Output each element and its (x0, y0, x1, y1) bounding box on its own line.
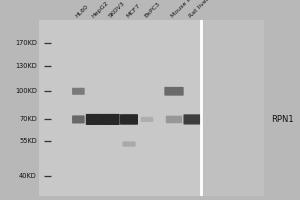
Text: Mouse liver: Mouse liver (170, 0, 200, 19)
Text: 130KD: 130KD (15, 63, 37, 69)
FancyBboxPatch shape (72, 115, 85, 123)
FancyBboxPatch shape (72, 88, 85, 95)
FancyBboxPatch shape (122, 141, 136, 147)
FancyBboxPatch shape (166, 116, 182, 123)
Text: 70KD: 70KD (19, 116, 37, 122)
Text: 170KD: 170KD (15, 40, 37, 46)
Text: Rat liver: Rat liver (188, 0, 211, 19)
Text: BxPC3: BxPC3 (143, 1, 161, 19)
Text: HepG2: HepG2 (91, 0, 110, 19)
FancyBboxPatch shape (184, 114, 200, 125)
Text: RPN1: RPN1 (271, 115, 293, 124)
Text: SKOV3: SKOV3 (108, 1, 126, 19)
Text: MCF7: MCF7 (125, 3, 141, 19)
FancyBboxPatch shape (103, 114, 120, 125)
Text: 100KD: 100KD (15, 88, 37, 94)
Bar (39, 20, 201, 196)
Text: 55KD: 55KD (19, 138, 37, 144)
Text: HL60: HL60 (75, 4, 90, 19)
Bar (201, 20, 264, 196)
FancyBboxPatch shape (86, 114, 104, 125)
FancyBboxPatch shape (120, 114, 138, 125)
FancyBboxPatch shape (164, 87, 184, 96)
Text: 40KD: 40KD (19, 173, 37, 179)
FancyBboxPatch shape (141, 117, 153, 122)
